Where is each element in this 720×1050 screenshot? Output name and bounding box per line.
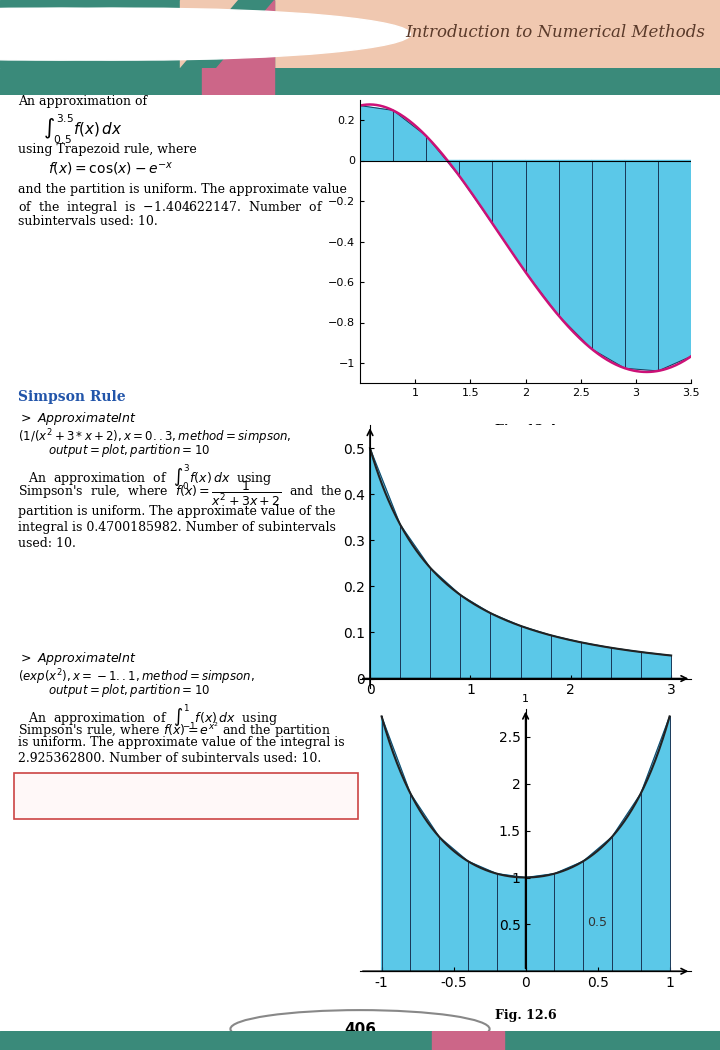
- Text: is important to write with (student [calculus1]).: is important to write with (student [cal…: [20, 792, 316, 805]
- Text: 406: 406: [344, 1022, 376, 1036]
- Polygon shape: [468, 861, 497, 971]
- Text: $>$ ApproximateInt: $>$ ApproximateInt: [18, 650, 137, 667]
- Text: integral is 0.4700185982. Number of subintervals: integral is 0.4700185982. Number of subi…: [18, 521, 336, 534]
- Text: $output = plot, partition = 10$: $output = plot, partition = 10$: [48, 682, 210, 699]
- Text: $(exp(x^2), x = -1..1, method = simpson,$: $(exp(x^2), x = -1..1, method = simpson,…: [18, 667, 255, 687]
- Polygon shape: [592, 161, 625, 369]
- Polygon shape: [641, 652, 671, 678]
- Polygon shape: [492, 161, 526, 272]
- Polygon shape: [490, 613, 521, 678]
- Text: partition is uniform. The approximate value of the: partition is uniform. The approximate va…: [18, 505, 336, 518]
- Polygon shape: [370, 448, 400, 678]
- Polygon shape: [400, 525, 431, 678]
- Polygon shape: [521, 626, 551, 678]
- Polygon shape: [559, 161, 592, 349]
- Text: Fig. 12.5: Fig. 12.5: [495, 724, 557, 738]
- Text: An  approximation  of  $\int_{-1}^{1} f(x)\,dx$  using: An approximation of $\int_{-1}^{1} f(x)\…: [28, 702, 278, 732]
- Text: An approximation of: An approximation of: [18, 94, 147, 108]
- Bar: [202, 68, 274, 94]
- Text: $f(x) = \cos(x) - e^{-x}$: $f(x) = \cos(x) - e^{-x}$: [48, 160, 174, 177]
- Circle shape: [0, 8, 410, 60]
- Text: Introduction to Numerical Methods: Introduction to Numerical Methods: [406, 24, 706, 41]
- Polygon shape: [497, 874, 526, 971]
- Polygon shape: [658, 161, 691, 371]
- Circle shape: [0, 8, 310, 60]
- Polygon shape: [431, 568, 460, 678]
- Polygon shape: [180, 0, 274, 68]
- Polygon shape: [583, 837, 612, 971]
- Text: using Trapezoid rule, where: using Trapezoid rule, where: [18, 143, 197, 156]
- Bar: [432, 1031, 504, 1050]
- Text: Fig. 12.6: Fig. 12.6: [495, 1008, 557, 1022]
- Text: $\bf{Note:}$ Before executing above commands, it: $\bf{Note:}$ Before executing above comm…: [20, 777, 307, 794]
- Polygon shape: [641, 716, 670, 971]
- Polygon shape: [526, 161, 559, 316]
- Polygon shape: [360, 106, 393, 161]
- Polygon shape: [382, 716, 410, 971]
- Polygon shape: [393, 110, 426, 161]
- Text: $(1/(x^2 + 3*x + 2), x = 0..3, method = simpson,$: $(1/(x^2 + 3*x + 2), x = 0..3, method = …: [18, 427, 292, 446]
- Bar: [0, 0, 274, 68]
- Polygon shape: [216, 0, 274, 68]
- Polygon shape: [625, 161, 658, 371]
- Polygon shape: [581, 643, 611, 678]
- Text: Simpson Rule: Simpson Rule: [18, 390, 125, 404]
- Text: $>$ ApproximateInt: $>$ ApproximateInt: [18, 410, 137, 427]
- Polygon shape: [612, 794, 641, 971]
- Polygon shape: [459, 161, 492, 224]
- Text: used: 10.: used: 10.: [18, 537, 76, 550]
- Circle shape: [230, 1010, 490, 1048]
- Text: Fig. 12.4: Fig. 12.4: [495, 424, 557, 437]
- Polygon shape: [554, 861, 583, 971]
- Text: $\int_{0.5}^{3.5} f(x)\,dx$: $\int_{0.5}^{3.5} f(x)\,dx$: [43, 113, 123, 146]
- Polygon shape: [551, 635, 581, 678]
- Polygon shape: [611, 648, 641, 678]
- Text: 2.925362800. Number of subintervals used: 10.: 2.925362800. Number of subintervals used…: [18, 752, 321, 765]
- Polygon shape: [460, 595, 490, 678]
- Text: Simpson's  rule,  where  $f(x) = \dfrac{1}{x^2+3x+2}$  and  the: Simpson's rule, where $f(x) = \dfrac{1}{…: [18, 480, 343, 508]
- FancyBboxPatch shape: [14, 773, 358, 819]
- Polygon shape: [439, 837, 468, 971]
- FancyBboxPatch shape: [180, 0, 720, 68]
- Text: $output = plot, partition = 10$: $output = plot, partition = 10$: [48, 442, 210, 459]
- Polygon shape: [526, 874, 554, 971]
- Text: 0.5: 0.5: [588, 916, 608, 929]
- Text: subintervals used: 10.: subintervals used: 10.: [18, 215, 158, 228]
- Text: An  approximation  of  $\int_0^3 f(x)\,dx$  using: An approximation of $\int_0^3 f(x)\,dx$ …: [28, 462, 273, 491]
- Text: and the partition is uniform. The approximate value: and the partition is uniform. The approx…: [18, 183, 347, 196]
- Text: of  the  integral  is  $-$1.404622147.  Number  of: of the integral is $-$1.404622147. Numbe…: [18, 200, 324, 216]
- Text: 1: 1: [522, 693, 529, 704]
- Text: Simpson's rule, where $f(x) = e^{x^2}$ and the partition: Simpson's rule, where $f(x) = e^{x^2}$ a…: [18, 720, 330, 740]
- Polygon shape: [426, 136, 459, 176]
- Text: is uniform. The approximate value of the integral is: is uniform. The approximate value of the…: [18, 736, 345, 749]
- Polygon shape: [410, 794, 439, 971]
- Circle shape: [0, 8, 360, 60]
